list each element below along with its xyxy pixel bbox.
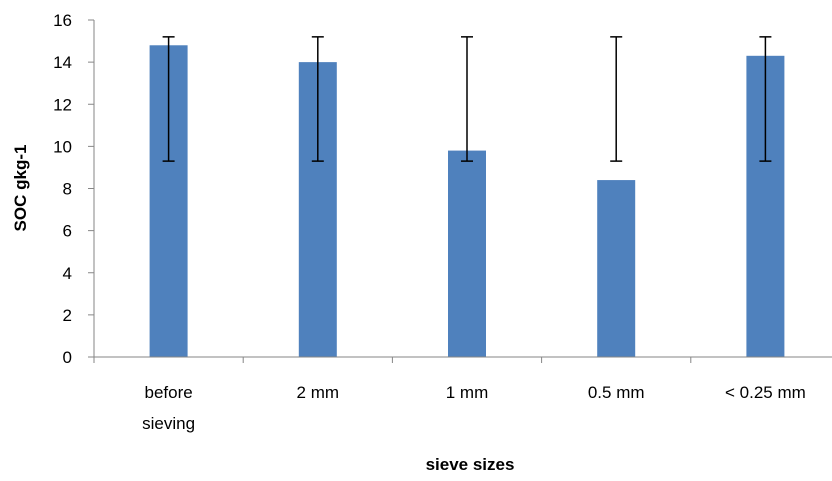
x-axis: before sieving 2 mm 1 mm 0.5 mm < 0.25 mm <box>93 356 832 433</box>
error-bar <box>610 36 623 162</box>
y-axis-title: SOC gkg-1 <box>11 145 30 232</box>
y-tick-label: 0 <box>63 348 72 367</box>
y-tick-label: 10 <box>53 137 72 156</box>
y-tick-label: 14 <box>53 53 72 72</box>
y-tick-label: 6 <box>63 222 72 241</box>
error-bar <box>759 36 772 162</box>
y-tick-label: 4 <box>63 264 72 283</box>
y-tick-label: 16 <box>53 11 72 30</box>
y-tick-label: 2 <box>63 306 72 325</box>
error-bar <box>461 36 473 162</box>
error-bar <box>311 36 324 162</box>
bar <box>597 180 636 357</box>
y-axis: 0 2 4 6 8 10 12 14 16 <box>53 11 95 367</box>
x-tick-label: 2 mm <box>297 383 340 402</box>
x-tick-label: 1 mm <box>446 383 489 402</box>
bar <box>448 150 486 357</box>
y-tick-label: 12 <box>53 95 72 114</box>
x-axis-title: sieve sizes <box>426 455 515 474</box>
x-tick-label: 0.5 mm <box>588 383 645 402</box>
y-tick-label: 8 <box>63 180 72 199</box>
x-tick-label: before sieving <box>142 383 195 433</box>
x-tick-label: < 0.25 mm <box>725 383 806 402</box>
error-bars <box>162 36 772 162</box>
error-bar <box>162 36 175 162</box>
